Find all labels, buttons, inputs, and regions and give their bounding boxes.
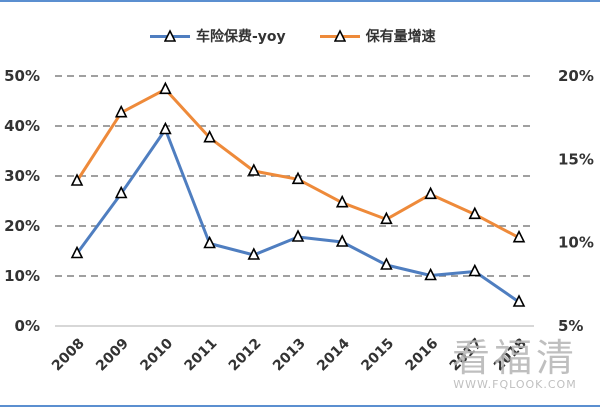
left-axis-tick-label: 40% [4, 117, 40, 135]
data-point-marker [291, 171, 305, 185]
data-point-marker [159, 121, 172, 135]
legend-swatch-car-premium [150, 29, 190, 43]
legend-item-vehicle-growth: 保有量增速 [319, 26, 436, 46]
left-axis-tick-label: 20% [4, 217, 40, 235]
data-point-marker [159, 81, 172, 95]
left-axis-tick-label: 0% [15, 317, 40, 335]
x-axis-tick-label: 2009 [93, 336, 132, 375]
watermark: 看福清 WWW.FQLOOK.COM [452, 338, 578, 391]
right-axis-tick-label: 10% [558, 234, 594, 252]
x-axis-tick-label: 2010 [137, 335, 176, 374]
x-axis-tick-label: 2013 [270, 336, 309, 375]
data-point-marker [114, 185, 128, 199]
legend-label-car-premium: 车险保费-yoy [196, 29, 286, 45]
data-point-marker [114, 104, 128, 118]
legend-label-vehicle-growth: 保有量增速 [365, 29, 436, 45]
data-point-marker [512, 229, 526, 243]
x-axis-tick-label: 2014 [314, 335, 353, 374]
data-point-marker [203, 235, 216, 249]
data-point-marker [512, 294, 526, 307]
data-point-marker [203, 129, 216, 143]
left-axis-tick-label: 10% [4, 267, 40, 285]
triangle-marker-icon [333, 29, 346, 42]
data-point-marker [247, 163, 261, 176]
x-axis-tick-label: 2012 [226, 336, 265, 375]
data-point-marker [70, 245, 84, 259]
data-point-marker [468, 206, 482, 220]
data-point-marker [335, 194, 349, 208]
x-axis-tick-label: 2016 [403, 336, 442, 375]
legend: 车险保费-yoy 保有量增速 [150, 26, 436, 46]
data-point-marker [424, 267, 437, 281]
left-axis-tick-label: 50% [4, 67, 40, 85]
legend-swatch-vehicle-growth [319, 29, 360, 43]
left-axis-tick-label: 30% [4, 167, 40, 185]
legend-item-car-premium: 车险保费-yoy [150, 26, 286, 46]
watermark-url: WWW.FQLOOK.COM [453, 378, 577, 391]
data-point-marker [335, 234, 349, 247]
data-point-marker [70, 173, 84, 186]
data-point-marker [291, 229, 305, 242]
triangle-marker-icon [164, 29, 176, 42]
right-axis-tick-label: 5% [558, 317, 583, 335]
right-axis-tick-label: 15% [558, 150, 594, 168]
x-axis-tick-label: 2015 [358, 336, 397, 375]
data-point-marker [380, 257, 393, 270]
data-point-marker [468, 263, 482, 277]
data-point-marker [380, 211, 393, 225]
data-point-marker [424, 186, 437, 200]
data-point-marker [247, 247, 261, 260]
watermark-text: 看福清 [451, 336, 578, 380]
x-axis-tick-label: 2008 [49, 336, 88, 375]
right-axis-tick-label: 20% [558, 67, 594, 85]
x-axis-tick-label: 2011 [182, 336, 221, 375]
